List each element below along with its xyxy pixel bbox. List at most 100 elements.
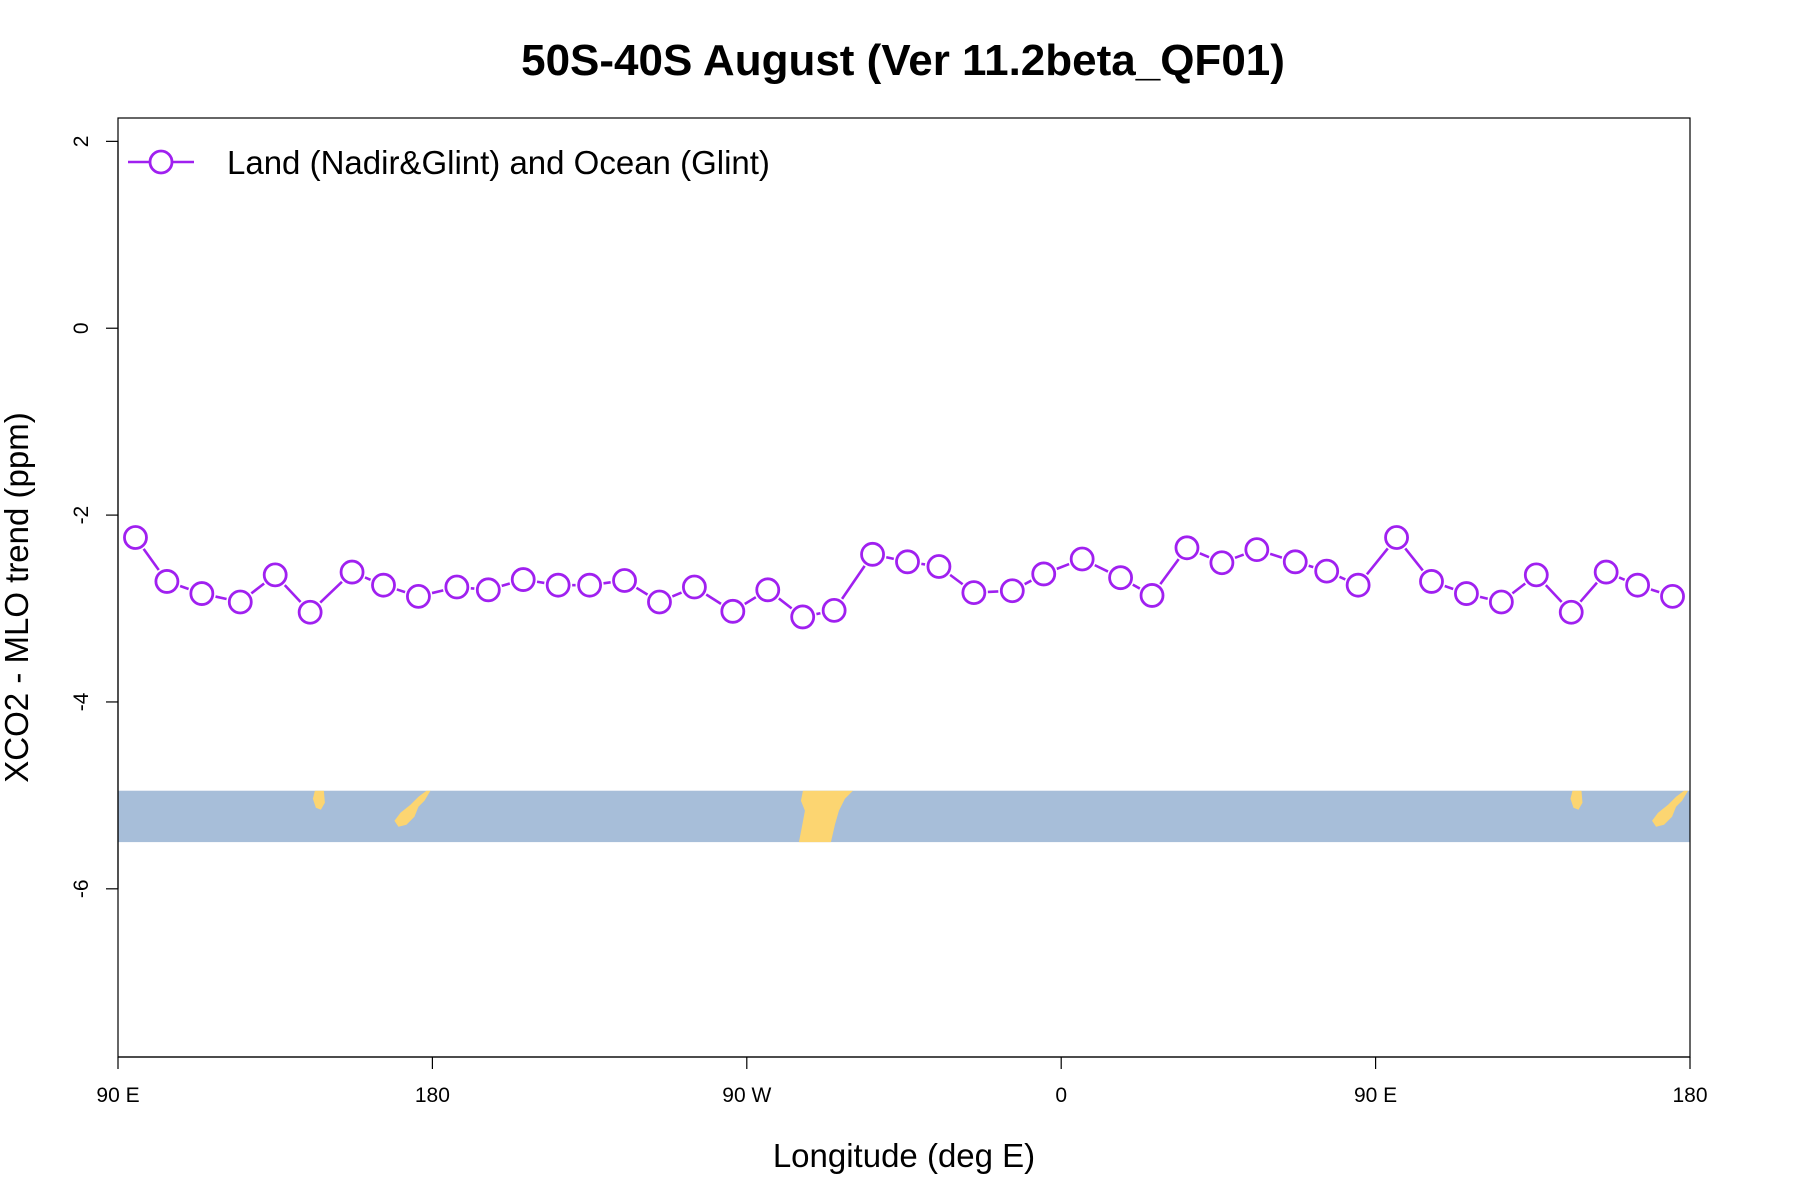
y-axis: 2 0 -2 -4 -6 <box>70 136 119 898</box>
data-point <box>895 549 920 575</box>
x-axis-label: Longitude (deg E) <box>773 1137 1035 1174</box>
data-point <box>1069 546 1095 572</box>
series-line-segment <box>1404 547 1424 572</box>
data-point <box>444 574 470 600</box>
data-point <box>1282 549 1308 575</box>
data-point <box>577 572 602 598</box>
x-tick-label: 90 E <box>1354 1084 1397 1107</box>
plot-frame <box>117 117 1691 1058</box>
series-line-segment <box>921 562 926 566</box>
x-tick-label: 90 W <box>722 1084 771 1107</box>
series-line-segment <box>1511 582 1527 595</box>
legend-marker-swatch <box>148 149 174 175</box>
data-point <box>790 604 816 630</box>
data-point <box>1314 558 1340 584</box>
data-point <box>612 568 637 593</box>
series-line-segment <box>1479 595 1489 600</box>
data-point <box>1345 572 1371 598</box>
latitude-band-map <box>118 790 1690 843</box>
land-tasmania <box>312 790 325 810</box>
data-point <box>189 581 215 606</box>
data-point <box>475 577 501 603</box>
data-point <box>1244 537 1270 563</box>
data-point <box>1523 562 1549 588</box>
x-tick-label: 90 E <box>96 1084 139 1107</box>
data-point <box>1660 583 1685 609</box>
data-point <box>1625 572 1650 598</box>
data-point <box>227 589 253 615</box>
y-tick-label: 0 <box>70 322 93 334</box>
series-line-segment <box>215 595 227 601</box>
series-line-segment <box>1365 547 1389 576</box>
series-line-segment <box>1650 588 1660 594</box>
series-line-segment <box>431 589 444 595</box>
data-point <box>860 541 885 567</box>
data-point <box>1108 565 1133 591</box>
series-layer <box>123 525 1685 630</box>
data-point <box>999 578 1025 604</box>
series-line-segment <box>1094 563 1109 573</box>
series-line-segment <box>635 586 649 596</box>
series-line-segment <box>949 573 964 586</box>
x-axis: 90 E 180 90 W 0 90 E 180 <box>96 1056 1708 1107</box>
data-point <box>1209 550 1235 576</box>
series-line-segment <box>501 582 511 588</box>
series-line-segment <box>396 588 406 594</box>
series-line-segment <box>840 565 866 600</box>
data-point <box>262 562 288 588</box>
series-line-segment <box>1338 575 1346 581</box>
series-line-segment <box>778 597 793 610</box>
series-line-segment <box>1132 583 1141 590</box>
data-point <box>154 569 180 594</box>
data-point <box>647 589 672 615</box>
series-line-segment <box>603 581 611 585</box>
chart-title: 50S-40S August (Ver 11.2beta_QF01) <box>521 36 1285 85</box>
land-new-zealand <box>394 790 431 827</box>
y-axis-label: XCO2 - MLO trend (ppm) <box>0 412 35 782</box>
land-tasmania-repeat <box>1570 790 1583 810</box>
series-line-segment <box>364 576 372 581</box>
data-point <box>1384 525 1409 550</box>
data-point <box>720 598 746 624</box>
data-point <box>961 580 987 606</box>
y-tick-label: 2 <box>70 136 93 148</box>
x-tick-label: 180 <box>1672 1084 1707 1107</box>
series-line-segment <box>1024 579 1033 586</box>
series-line-segment <box>671 591 683 598</box>
series-line-segment <box>1056 562 1070 571</box>
series-line-segment <box>1159 558 1180 585</box>
series-line-segment <box>1618 576 1626 581</box>
series-line-segment <box>250 582 265 595</box>
y-tick-label: -6 <box>70 879 93 898</box>
legend: Land (Nadir&Glint) and Ocean (Glint) <box>128 144 770 181</box>
series-line-segment <box>705 593 722 605</box>
land-south-america <box>798 790 853 843</box>
data-point <box>1174 535 1200 561</box>
data-point <box>682 574 707 600</box>
legend-entry-label: Land (Nadir&Glint) and Ocean (Glint) <box>227 144 770 181</box>
series-line-segment <box>744 596 757 606</box>
data-point <box>755 577 781 603</box>
data-point <box>1031 561 1057 587</box>
y-tick-label: -2 <box>70 506 93 525</box>
series-line-segment <box>816 611 821 616</box>
y-tick-label: -4 <box>70 692 93 711</box>
data-point <box>510 567 536 592</box>
data-point <box>1139 583 1165 608</box>
series-line-segment <box>1199 552 1210 559</box>
data-point <box>406 583 431 609</box>
land-new-zealand-repeat <box>1652 790 1689 827</box>
data-point <box>1593 559 1619 585</box>
data-point <box>297 599 323 625</box>
data-point <box>821 597 847 623</box>
series-line-segment <box>1544 584 1563 603</box>
data-point <box>1454 581 1479 606</box>
series-line-segment <box>1269 552 1283 559</box>
series-line-segment <box>1234 553 1245 560</box>
series-line-segment <box>319 580 343 604</box>
data-point <box>1419 569 1444 594</box>
series-line-segment <box>1308 564 1314 569</box>
series-line-segment <box>283 584 302 603</box>
x-tick-label: 0 <box>1055 1084 1067 1107</box>
